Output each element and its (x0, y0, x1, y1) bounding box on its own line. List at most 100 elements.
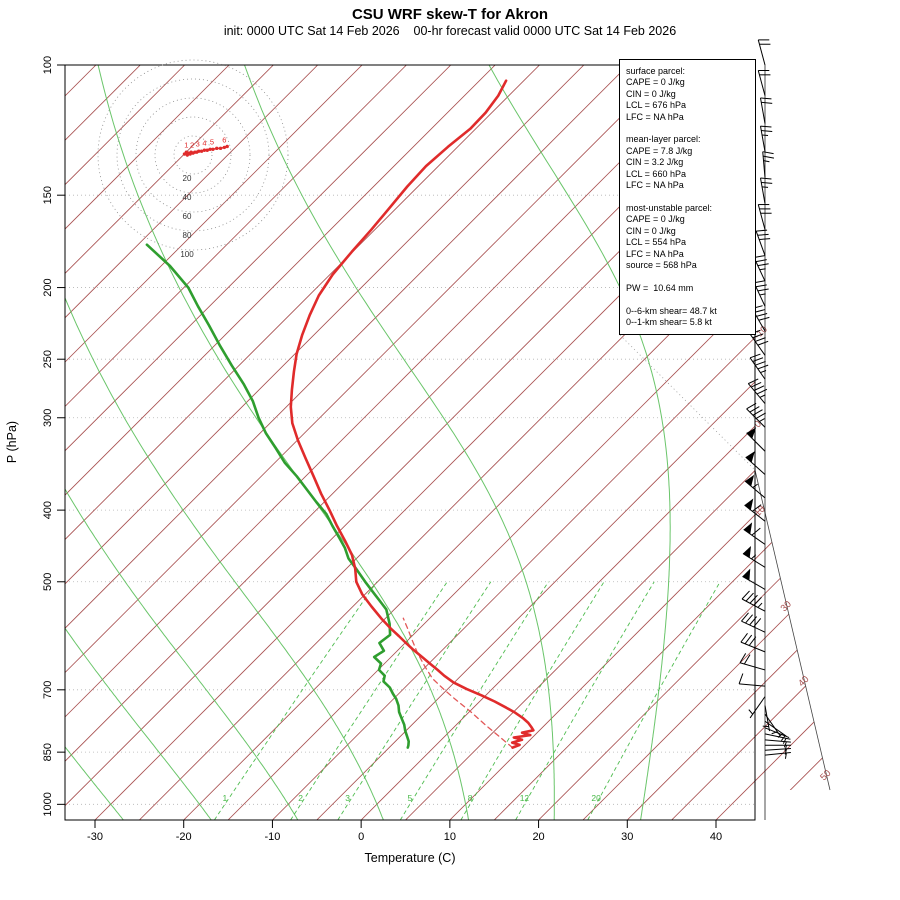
wind-barb (753, 280, 769, 307)
tick-label: 2 (190, 140, 194, 149)
wind-barb (755, 229, 771, 256)
wind-barb (757, 69, 771, 96)
wind-barb (757, 39, 771, 66)
tick-label: 60 (183, 212, 192, 221)
tick-label: 8 (468, 793, 473, 803)
tick-label: -30 (87, 831, 103, 843)
info-line: LCL = 554 hPa (626, 237, 686, 248)
info-line: 0--1-km shear= 5.8 kt (626, 316, 712, 327)
chart-title: CSU WRF skew-T for Akron (351, 6, 549, 23)
tick-label: 3 (196, 139, 200, 148)
mixing-ratio-labels: 1 2 3 5 8 12 20 (222, 793, 601, 803)
tick-label: 10 (444, 831, 456, 843)
tick-label: 20 (532, 831, 544, 843)
tick-label: 700 (42, 681, 54, 699)
tick-label: 12 (520, 793, 530, 803)
wind-barb (764, 751, 791, 759)
wind-barb (742, 568, 766, 590)
tick-label: 40 (710, 831, 722, 843)
tick-label: 3 (345, 793, 350, 803)
moist-adiabat-lines (65, 65, 671, 820)
wind-barbs (738, 39, 791, 820)
info-line: LCL = 660 hPa (626, 168, 686, 179)
wind-barb (765, 744, 791, 752)
tick-label: -20 (176, 831, 192, 843)
info-line: CAPE = 0 J/kg (626, 214, 685, 225)
chart-subtitle: init: 0000 UTC Sat 14 Feb 2026 00-hr for… (223, 24, 677, 38)
tick-label: 40 (796, 674, 811, 689)
wind-barb (745, 451, 766, 475)
tick-label: 1 (184, 140, 188, 149)
tick-label: 250 (42, 350, 54, 368)
tick-label: 5 (210, 137, 214, 146)
info-line: LCL = 676 hPa (626, 100, 686, 111)
info-line: most-unstable parcel: (626, 202, 713, 213)
wind-barb (748, 696, 766, 719)
tick-label: 0 (358, 831, 364, 843)
info-line: LFC = NA hPa (626, 180, 684, 191)
wind-barb (759, 177, 773, 204)
right-boundary-lines (619, 334, 831, 791)
dewpoint-curve (145, 243, 411, 749)
wind-barb (747, 378, 768, 404)
wind-barb (757, 204, 772, 230)
plot-frame (64, 64, 756, 821)
tick-label: 100 (180, 250, 194, 259)
info-line: CIN = 3.2 J/kg (626, 157, 684, 168)
wind-barb (764, 747, 791, 755)
tick-label: 100 (42, 56, 54, 74)
info-line (626, 191, 749, 202)
tick-label: 20 (591, 793, 601, 803)
wind-barb (762, 705, 771, 732)
axis-ticks (57, 64, 717, 828)
wind-barb (759, 97, 773, 124)
wind-barb (749, 353, 769, 380)
wind-barb (762, 151, 775, 178)
tick-label: 500 (42, 573, 54, 591)
parcel-info-box: surface parcel: CAPE = 0 J/kg CIN = 0 J/kg… (619, 59, 756, 336)
info-line (626, 294, 749, 305)
info-line: CAPE = 0 J/kg (626, 77, 685, 88)
info-line: CIN = 0 J/kg (626, 88, 676, 99)
info-line: LFC = NA hPa (626, 111, 684, 122)
tick-label: 5 (407, 793, 412, 803)
info-line: mean-layer parcel: (626, 134, 701, 145)
wind-barb (743, 522, 766, 545)
info-line (626, 271, 749, 282)
pressure-gridlines (65, 194, 755, 805)
info-line: CIN = 0 J/kg (626, 225, 676, 236)
wind-barb (744, 474, 766, 499)
tick-label: 4 (202, 138, 206, 147)
tick-label: 1 (222, 793, 227, 803)
tick-label: 50 (818, 768, 833, 783)
tick-label: -10 (264, 831, 280, 843)
wind-barb (741, 612, 766, 633)
wind-barb (739, 653, 766, 671)
wind-barb (742, 546, 766, 568)
tick-label: 20 (183, 174, 192, 183)
hodograph: 20 40 60 80 100 1 2 3 4 5 6 (97, 59, 289, 259)
axis-titles: Temperature (C) P (hPa) (5, 421, 456, 865)
info-line: source = 568 hPa (626, 259, 697, 270)
wind-barb (746, 427, 766, 452)
wind-barb (738, 673, 766, 687)
tick-label: 850 (42, 743, 54, 761)
x-axis-label: Temperature (C) (365, 851, 456, 865)
info-line: PW = 10.64 mm (626, 282, 694, 293)
tick-label: 150 (42, 186, 54, 204)
tick-label: 30 (621, 831, 633, 843)
tick-label: 200 (42, 278, 54, 296)
wind-barb (764, 727, 790, 741)
wind-barb (759, 125, 773, 152)
parcel-curve (402, 617, 514, 749)
tick-label: 6 (222, 136, 226, 145)
wind-barb (746, 402, 766, 428)
info-line: surface parcel: (626, 66, 686, 76)
info-line: CAPE = 7.8 J/kg (626, 145, 693, 156)
wind-barb (744, 498, 766, 522)
y-axis-label: P (hPa) (5, 421, 19, 463)
wind-barb (764, 733, 791, 744)
